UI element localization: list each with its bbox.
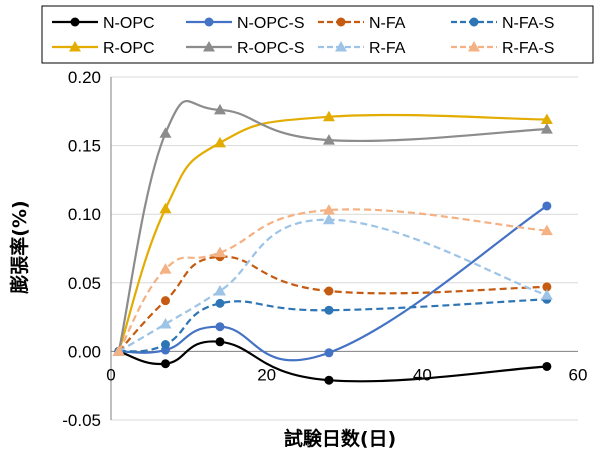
legend-item-n-opc: N-OPC	[52, 15, 155, 32]
data-point	[159, 202, 172, 214]
data-point	[159, 263, 172, 274]
data-point	[160, 296, 170, 306]
data-point	[542, 201, 552, 211]
series-r-opc	[112, 110, 553, 356]
x-tick-label: 0	[106, 365, 115, 384]
data-point	[160, 340, 170, 350]
legend-item-r-opc-s: R-OPC-S	[186, 40, 305, 57]
legend-item-r-opc: R-OPC	[52, 40, 155, 57]
legend-marker	[203, 41, 215, 52]
x-tick-label: 40	[413, 365, 432, 384]
data-point	[215, 322, 225, 332]
series-line	[118, 298, 547, 353]
x-axis-title: 試験日数(日)	[284, 427, 396, 450]
data-point	[215, 298, 225, 308]
legend-label: N-FA	[369, 15, 406, 32]
y-tick-label: 0.05	[68, 274, 101, 293]
x-tick-label: 20	[257, 365, 276, 384]
data-point	[324, 348, 334, 358]
data-point	[540, 224, 553, 236]
data-point	[324, 375, 334, 385]
y-tick-labels: -0.05 0.00 0.05 0.10 0.15 0.20	[62, 68, 101, 430]
legend-label: N-OPC-S	[237, 15, 305, 32]
y-tick-label: 0.15	[68, 137, 101, 156]
legend: N-OPC N-OPC-S N-FA N-FA-S R-OPC R-OPC-S R-FA R-…	[41, 5, 594, 64]
legend-label: R-FA	[369, 40, 406, 57]
data-point	[215, 337, 225, 347]
legend-label: N-FA-S	[502, 15, 554, 32]
data-point	[324, 286, 334, 296]
legend-item-n-opc-s: N-OPC-S	[186, 15, 305, 32]
legend-box	[41, 5, 594, 64]
legend-label: R-FA-S	[502, 40, 554, 57]
series-line	[117, 113, 547, 352]
series-n-opc	[114, 337, 552, 385]
y-tick-label: 0.00	[68, 342, 101, 361]
data-point	[159, 127, 172, 138]
legend-label: N-OPC	[103, 15, 155, 32]
legend-marker	[70, 17, 80, 27]
legend-item-n-fa-s: N-FA-S	[451, 15, 554, 32]
data-point	[159, 317, 172, 329]
data-point	[322, 110, 335, 122]
data-point	[542, 282, 552, 292]
series-lines	[112, 100, 553, 385]
legend-marker	[204, 17, 214, 27]
series-line	[118, 340, 547, 383]
legend-marker	[468, 41, 480, 52]
data-point	[213, 136, 226, 148]
gridlines	[111, 76, 578, 421]
series-line	[117, 255, 547, 353]
data-point	[540, 113, 553, 125]
series-r-opc-s	[112, 100, 553, 356]
legend-label: R-OPC	[103, 40, 155, 57]
data-point	[322, 213, 335, 225]
data-point	[160, 359, 170, 369]
data-point	[542, 361, 552, 371]
legend-item-r-fa-s: R-FA-S	[451, 40, 554, 57]
series-line	[117, 208, 547, 352]
data-point	[213, 246, 226, 258]
legend-item-r-fa: R-FA	[318, 40, 406, 57]
data-point	[213, 285, 226, 296]
y-tick-label: 0.10	[68, 205, 101, 224]
series-line	[118, 218, 548, 353]
y-tick-label: 0.20	[68, 68, 101, 87]
legend-item-n-fa: N-FA	[318, 15, 406, 32]
series-r-fa-s	[112, 204, 553, 356]
y-axis-title: 膨張率(%)	[8, 200, 31, 294]
series-n-fa-s	[114, 294, 552, 356]
legend-marker	[336, 17, 346, 27]
legend-marker	[335, 41, 347, 52]
legend-marker	[69, 41, 81, 52]
axes	[110, 77, 578, 420]
data-point	[540, 289, 553, 300]
x-tick-label: 60	[569, 365, 588, 384]
y-tick-label: -0.05	[62, 411, 101, 430]
series-line	[117, 100, 547, 352]
data-point	[324, 305, 334, 315]
data-point	[322, 204, 335, 215]
data-point	[213, 103, 226, 115]
data-point	[112, 345, 125, 356]
series-n-opc-s	[114, 201, 552, 362]
data-point	[540, 123, 553, 134]
legend-label: R-OPC-S	[237, 40, 305, 57]
legend-marker	[469, 17, 479, 27]
data-point	[322, 134, 335, 145]
